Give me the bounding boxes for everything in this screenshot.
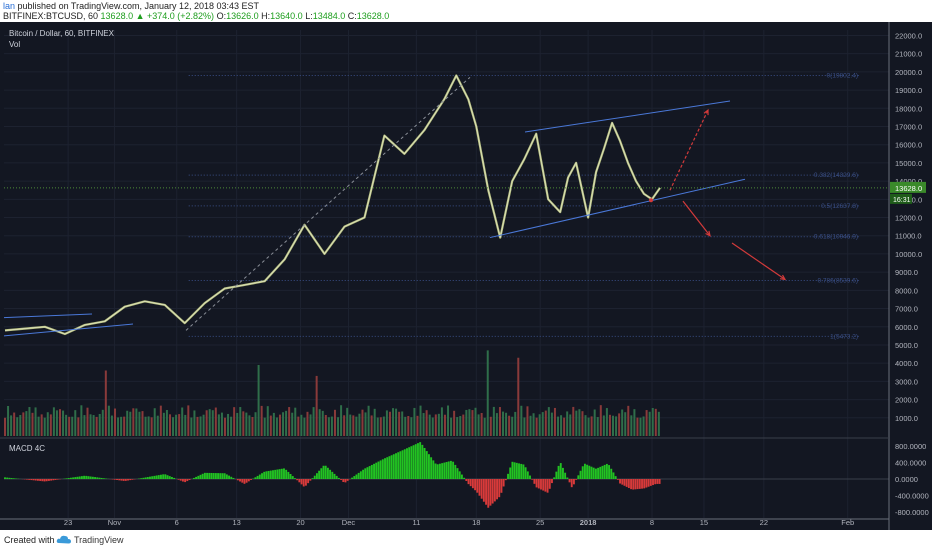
symbol-label: BITFINEX:BTCUSD, 60 — [3, 11, 99, 21]
early-channel-high[interactable] — [3, 313, 93, 319]
x-tick-label: 23 — [64, 518, 72, 527]
signal-marker — [649, 198, 653, 203]
fib-level-label: 0.618(10946.9) — [814, 234, 858, 241]
x-tick-label: 22 — [760, 518, 768, 527]
axes-layer: 22000.0 21000.0 20000.0 19000.0 18000.0 17000… — [0, 22, 929, 530]
high-value: 13640.0 — [270, 11, 303, 21]
early-channel-low[interactable] — [3, 323, 134, 337]
open-label: O: — [216, 11, 227, 21]
ohlc-line: BITFINEX:BTCUSD, 60 13628.0 ▲ +374.0 (+2… — [3, 11, 389, 21]
y-tick-label: 4000.0 — [895, 359, 918, 368]
x-tick-label: 20 — [296, 518, 304, 527]
bearish-arrow-1-head — [705, 230, 711, 237]
chart-background — [0, 22, 932, 530]
y-tick-label: 17000.0 — [895, 122, 922, 131]
macd-tick-label: 800.0000 — [895, 442, 926, 451]
bearish-arrow-1[interactable] — [682, 200, 711, 237]
bearish-arrow-2-head — [779, 274, 787, 281]
countdown-tag — [890, 193, 912, 204]
macd-tick-label: -400.0000 — [895, 491, 929, 500]
y-tick-label: 18000.0 — [895, 104, 922, 113]
y-tick-label: 19000.0 — [895, 86, 922, 95]
macd-layer — [4, 442, 889, 508]
y-tick-label: 14000.0 — [895, 177, 922, 186]
fib-level-label: 0.382(14329.6) — [814, 172, 858, 179]
low-value: 13484.0 — [312, 11, 346, 21]
publish-line: lan published on TradingView.com, Januar… — [3, 1, 259, 11]
footer: Created with TradingView — [0, 530, 932, 550]
published-text: published on TradingView.com, January 12… — [17, 1, 260, 11]
macd-tick-label: -800.0000 — [895, 508, 929, 517]
volume-layer — [4, 350, 660, 436]
x-tick-label: 6 — [175, 518, 179, 527]
x-tick-label: 18 — [472, 518, 480, 527]
macd-tick-label: 400.0000 — [895, 459, 926, 468]
drawings-layer[interactable] — [3, 76, 889, 337]
y-tick-label: 3000.0 — [895, 377, 918, 386]
x-tick-label: 13 — [232, 518, 240, 527]
price-layer — [4, 74, 661, 336]
bullish-arrow-head — [703, 108, 709, 116]
close-label: C: — [347, 11, 357, 21]
bearish-arrow-2[interactable] — [731, 242, 786, 280]
x-tick-label: 25 — [536, 518, 544, 527]
x-tick-label: 2018 — [580, 518, 597, 527]
y-tick-label: 16000.0 — [895, 141, 922, 150]
close-value: 13628.0 — [356, 11, 390, 21]
x-tick-label: 11 — [412, 518, 420, 527]
y-tick-label: 10000.0 — [895, 250, 922, 259]
price-series-wick — [4, 74, 661, 335]
y-tick-label: 20000.0 — [895, 68, 922, 77]
chart-title: Bitcoin / Dollar, 60, BITFINEX — [9, 29, 115, 38]
created-with-text: Created with — [4, 535, 55, 545]
fib-retracement[interactable]: 0(19802.4) 0.382(14329.6) 0.5(12637.8) 0.61… — [188, 72, 860, 340]
y-tick-label: 1000.0 — [895, 414, 918, 423]
x-tick-label: Feb — [841, 518, 854, 527]
x-tick-label: Dec — [342, 518, 356, 527]
x-tick-label: 15 — [700, 518, 708, 527]
y-tick-label: 22000.0 — [895, 31, 922, 40]
y-tick-label: 9000.0 — [895, 268, 918, 277]
chart-header: lan published on TradingView.com, Januar… — [0, 0, 932, 22]
fib-level-label: 1(5473.2) — [830, 333, 858, 340]
grid-layer — [4, 30, 889, 518]
macd-title: MACD 4C — [9, 444, 45, 453]
y-tick-label: 21000.0 — [895, 50, 922, 59]
open-value: 13626.0 — [226, 11, 259, 21]
price-change: 13628.0 ▲ +374.0 (+2.82%) — [100, 11, 215, 21]
countdown-value: 16:31 — [893, 197, 911, 204]
x-tick-label: Nov — [108, 518, 122, 527]
y-tick-label: 12000.0 — [895, 214, 922, 223]
low-label: L: — [305, 11, 313, 21]
y-tick-label: 11000.0 — [895, 232, 922, 241]
chart-area[interactable]: 0(19802.4) 0.382(14329.6) 0.5(12637.8) 0.61… — [0, 22, 932, 530]
current-price-value: 13628.0 — [895, 184, 922, 193]
tradingview-cloud-icon[interactable] — [56, 534, 72, 547]
current-price-tag — [890, 181, 926, 193]
y-tick-label: 2000.0 — [895, 396, 918, 405]
fib-level-label: 0.5(12637.8) — [821, 203, 858, 210]
fib-level-label: 0(19802.4) — [827, 72, 858, 79]
y-tick-label: 15000.0 — [895, 159, 922, 168]
y-tick-label: 8000.0 — [895, 286, 918, 295]
x-tick-label: 8 — [650, 518, 654, 527]
channel-lower-line[interactable] — [489, 178, 746, 239]
macd-tick-label: 0.0000 — [895, 475, 918, 484]
fib-level-label: 0.786(8539.6) — [818, 278, 858, 285]
volume-indicator-label: Vol — [9, 40, 20, 49]
channel-upper-line[interactable] — [524, 100, 731, 133]
y-tick-label: 7000.0 — [895, 305, 918, 314]
y-tick-label: 5000.0 — [895, 341, 918, 350]
author-link[interactable]: lan — [3, 1, 16, 11]
high-label: H: — [261, 11, 271, 21]
chart-svg[interactable]: 0(19802.4) 0.382(14329.6) 0.5(12637.8) 0.61… — [0, 22, 932, 530]
tradingview-brand[interactable]: TradingView — [74, 535, 124, 545]
y-tick-label: 6000.0 — [895, 323, 918, 332]
